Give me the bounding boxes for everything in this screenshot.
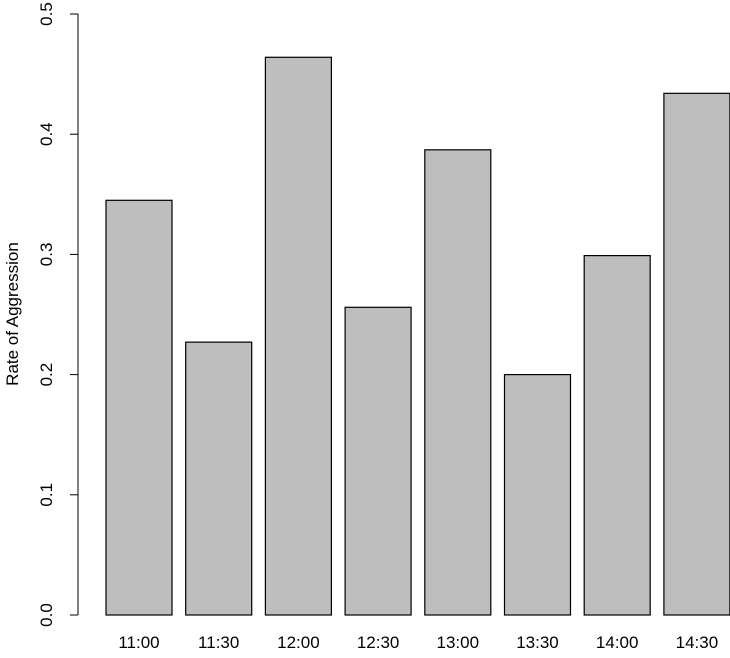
y-tick-label: 0.2 xyxy=(37,363,56,387)
x-tick-label: 13:30 xyxy=(516,633,559,652)
y-axis: 0.0 0.1 0.2 0.3 0.4 0.5 xyxy=(37,2,79,627)
bar-1130 xyxy=(185,341,253,616)
x-tick-label: 11:00 xyxy=(118,633,159,652)
bar-1400 xyxy=(583,255,651,616)
x-tick-label: 12:00 xyxy=(277,633,320,652)
bar-1330 xyxy=(503,374,572,616)
y-tick-label: 0.1 xyxy=(37,483,56,507)
y-axis-label: Rate of Aggression xyxy=(3,242,22,386)
bar-1230 xyxy=(344,306,412,616)
y-tick-label: 0.3 xyxy=(37,243,56,267)
category-labels: 11:00 11:30 12:00 12:30 13:00 13:30 14:00 14:30 xyxy=(118,633,718,652)
bar-1100 xyxy=(105,199,173,616)
bars xyxy=(105,56,730,616)
x-tick-label: 12:30 xyxy=(357,633,400,652)
bar-1300 xyxy=(424,149,492,616)
x-tick-label: 14:30 xyxy=(676,633,719,652)
bar-1200 xyxy=(264,56,332,616)
y-tick-label: 0.4 xyxy=(37,122,56,146)
bar-1430 xyxy=(663,92,730,616)
x-tick-label: 14:00 xyxy=(596,633,639,652)
x-tick-label: 11:30 xyxy=(198,633,239,652)
x-tick-label: 13:00 xyxy=(437,633,480,652)
y-tick-label: 0.5 xyxy=(37,2,56,26)
y-tick-label: 0.0 xyxy=(37,603,56,627)
